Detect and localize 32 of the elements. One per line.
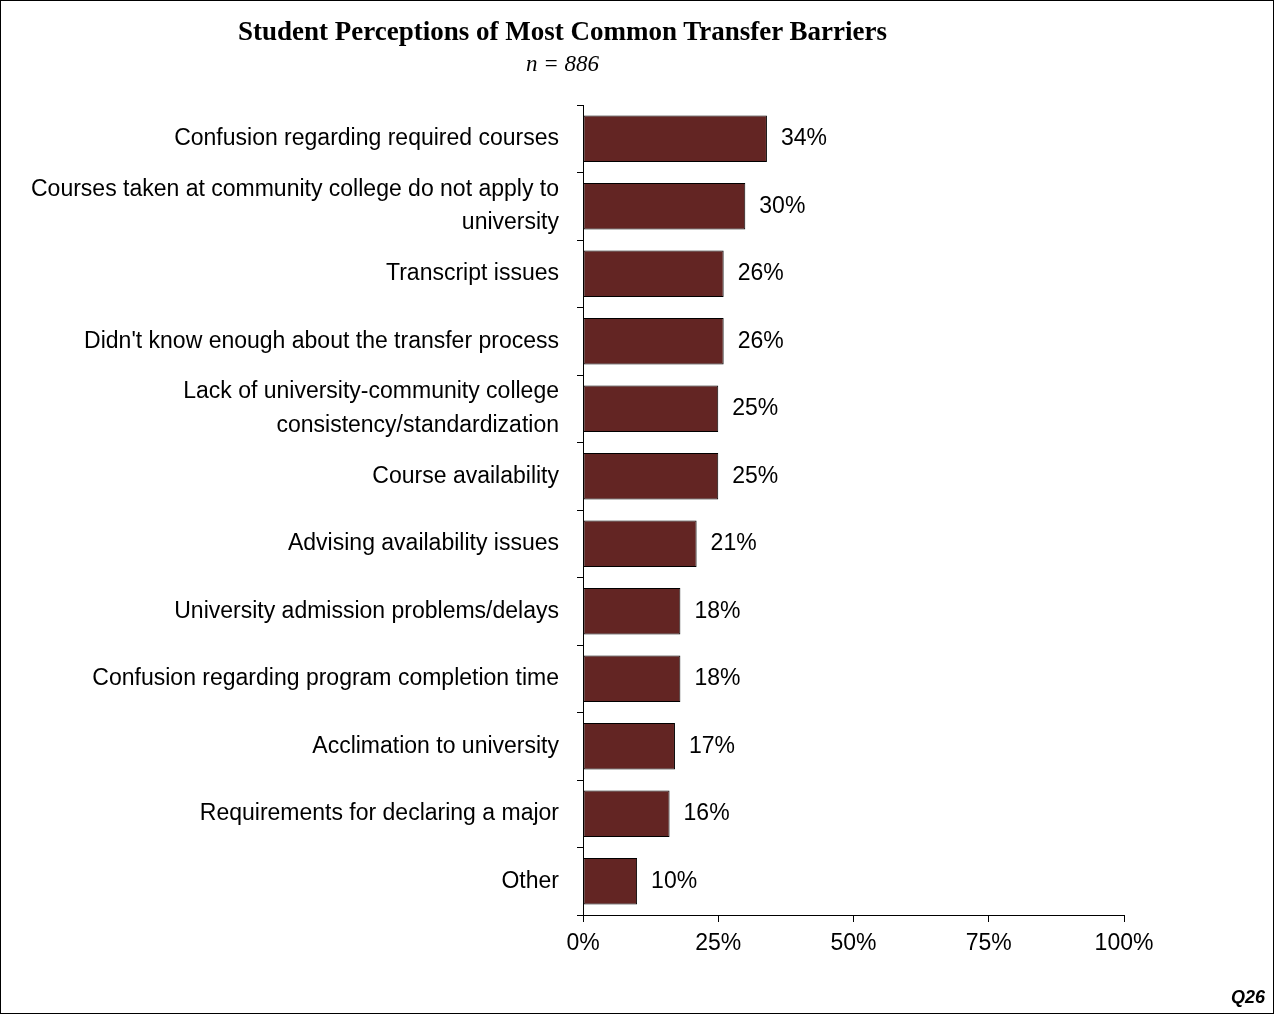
y-tick-label: Confusion regarding program completion time (92, 664, 559, 691)
x-tick-label: 50% (830, 929, 877, 956)
x-tick-label: 100% (1094, 929, 1154, 956)
y-tick-label: Courses taken at community college do not apply to university (30, 174, 560, 235)
chart-subtitle: n = 886 (525, 51, 600, 77)
y-tick-label: Transcript issues (386, 259, 559, 286)
y-tick-label: Other (501, 866, 560, 893)
data-label: 16% (683, 799, 730, 826)
data-label: 26% (737, 259, 784, 286)
x-tick-label: 0% (566, 929, 600, 956)
data-label: 26% (737, 326, 784, 353)
chart-title: Student Perceptions of Most Common Transfer Barriers (238, 16, 887, 47)
data-label: 30% (759, 191, 806, 218)
y-tick-label: Acclimation to university (312, 731, 560, 758)
x-tick-label: 25% (695, 929, 742, 956)
y-tick-label: Didn't know enough about the transfer process (84, 326, 559, 353)
x-tick-label: 75% (965, 929, 1012, 956)
data-label: 10% (651, 866, 698, 893)
text: Q26 (1230, 986, 1266, 1007)
y-tick-label: Requirements for declaring a major (199, 799, 560, 826)
y-tick-label: University admission problems/delays (174, 596, 559, 623)
y-tick-label: Confusion regarding required courses (174, 124, 559, 151)
data-label: 18% (694, 596, 741, 623)
data-label: 34% (780, 124, 827, 151)
data-label: 18% (694, 664, 741, 691)
data-label: 25% (732, 461, 779, 488)
data-label: 21% (710, 529, 757, 556)
data-label: 17% (688, 731, 736, 758)
y-tick-label: Lack of university-community college consistency/standardization (183, 377, 559, 437)
y-tick-label: Advising availability issues (287, 529, 559, 556)
y-tick-label: Course availability (372, 461, 560, 488)
data-label: 25% (732, 394, 779, 421)
